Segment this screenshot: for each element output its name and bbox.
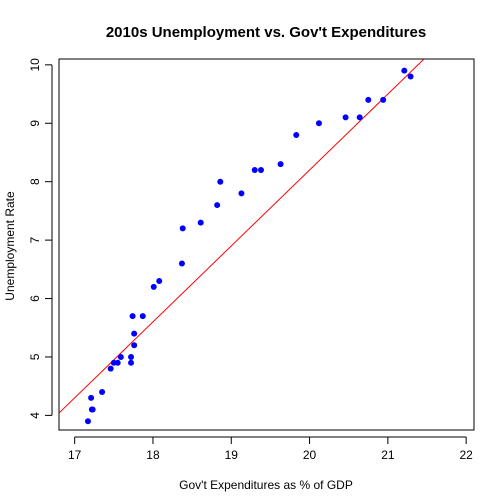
data-point bbox=[131, 330, 138, 337]
data-point bbox=[107, 365, 114, 372]
data-point bbox=[150, 283, 157, 290]
x-tick-label: 20 bbox=[303, 448, 317, 462]
chart-title: 2010s Unemployment vs. Gov't Expenditure… bbox=[106, 24, 426, 41]
x-tick-label: 18 bbox=[146, 448, 160, 462]
data-point bbox=[365, 96, 372, 103]
data-point bbox=[293, 131, 300, 138]
data-point bbox=[99, 389, 106, 396]
data-point bbox=[342, 114, 349, 121]
data-point bbox=[114, 359, 121, 366]
data-point bbox=[251, 167, 258, 174]
y-tick-label: 8 bbox=[28, 178, 42, 185]
y-tick-label: 10 bbox=[28, 58, 42, 72]
x-tick-label: 19 bbox=[225, 448, 239, 462]
y-tick-label: 4 bbox=[28, 412, 42, 419]
data-point bbox=[129, 313, 136, 320]
data-point bbox=[128, 359, 135, 366]
x-tick-label: 21 bbox=[381, 448, 395, 462]
x-tick-label: 22 bbox=[459, 448, 473, 462]
x-tick-label: 17 bbox=[68, 448, 82, 462]
data-point bbox=[407, 73, 414, 80]
data-point bbox=[277, 161, 284, 168]
data-points-layer bbox=[84, 67, 414, 425]
data-point bbox=[84, 418, 91, 425]
regression-line-layer bbox=[59, 59, 425, 414]
plot-area-border bbox=[58, 58, 475, 431]
data-point bbox=[380, 96, 387, 103]
data-point bbox=[238, 190, 245, 197]
data-point bbox=[214, 202, 221, 209]
data-point bbox=[217, 178, 224, 185]
data-point bbox=[356, 114, 363, 121]
y-tick-label: 9 bbox=[28, 120, 42, 127]
data-point bbox=[179, 225, 186, 232]
data-point bbox=[315, 120, 322, 127]
data-point bbox=[139, 313, 146, 320]
regression-line bbox=[59, 59, 425, 414]
data-point bbox=[156, 278, 163, 285]
y-tick-label: 7 bbox=[28, 236, 42, 243]
y-axis-label: Unemployment Rate bbox=[3, 191, 17, 301]
y-tick-label: 6 bbox=[28, 295, 42, 302]
data-point bbox=[178, 260, 185, 267]
data-point bbox=[401, 67, 408, 74]
data-point bbox=[131, 342, 138, 349]
data-point bbox=[128, 353, 135, 360]
data-point bbox=[258, 167, 265, 174]
data-point bbox=[197, 219, 204, 226]
data-point bbox=[117, 353, 124, 360]
x-axis: 17 18 19 20 21 22 bbox=[68, 436, 473, 462]
data-point bbox=[89, 406, 96, 413]
y-tick-label: 5 bbox=[28, 353, 42, 360]
y-axis: 4 5 6 7 8 9 10 bbox=[28, 58, 53, 419]
x-axis-label: Gov't Expenditures as % of GDP bbox=[179, 478, 353, 492]
data-point bbox=[88, 394, 95, 401]
